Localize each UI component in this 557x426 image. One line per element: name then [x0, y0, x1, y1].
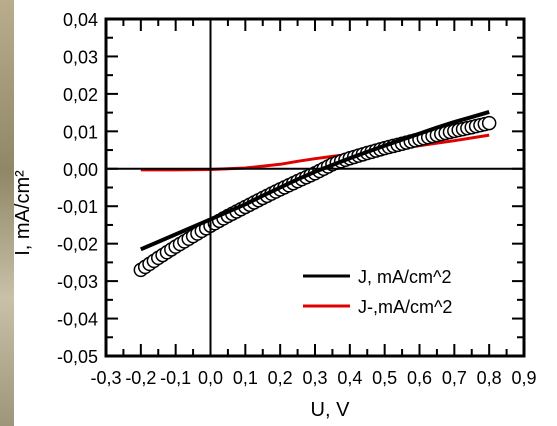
x-tick-label: 0,7: [442, 368, 467, 388]
y-tick-label: 0,00: [63, 160, 98, 180]
x-tick-label: 0,9: [511, 368, 536, 388]
x-tick-label: -0,2: [125, 368, 156, 388]
x-tick-label: 0,3: [302, 368, 327, 388]
x-tick-label: 0,2: [268, 368, 293, 388]
left-edge-strip: [0, 0, 14, 426]
legend-label-j: J, mA/cm^2: [358, 267, 451, 287]
y-tick-label: 0,01: [63, 122, 98, 142]
y-tick-label: 0,03: [63, 47, 98, 67]
x-tick-label: 0,6: [407, 368, 432, 388]
y-axis-title: I, mA/cm²: [12, 170, 34, 256]
y-tick-label: -0,03: [57, 272, 98, 292]
x-tick-label: 0,1: [233, 368, 258, 388]
y-tick-label: -0,01: [57, 197, 98, 217]
series-2-point: [481, 115, 497, 131]
x-tick-label: 0,5: [372, 368, 397, 388]
y-tick-label: -0,05: [57, 347, 98, 367]
y-tick-label: 0,02: [63, 85, 98, 105]
x-tick-label: -0,3: [90, 368, 121, 388]
series-0-line: [140, 109, 490, 252]
legend-label-j-minus: J-,mA/cm^2: [358, 297, 452, 317]
plot-content: [133, 109, 497, 278]
x-tick-label: 0,8: [477, 368, 502, 388]
axes: -0,3 -0,2 -0,1 0,0 0,1 0,2 0,3 0,4 0,5 0,6 0,7 0,8 0…: [57, 10, 537, 388]
x-tick-label: -0,1: [160, 368, 191, 388]
x-tick-label: 0,4: [337, 368, 362, 388]
legend: J, mA/cm^2 J-,mA/cm^2: [303, 267, 452, 317]
x-tick-label: 0,0: [198, 368, 223, 388]
x-axis-title: U, V: [311, 399, 351, 421]
y-tick-label: -0,02: [57, 235, 98, 255]
y-tick-label: -0,04: [57, 310, 98, 330]
y-tick-label: 0,04: [63, 10, 98, 30]
